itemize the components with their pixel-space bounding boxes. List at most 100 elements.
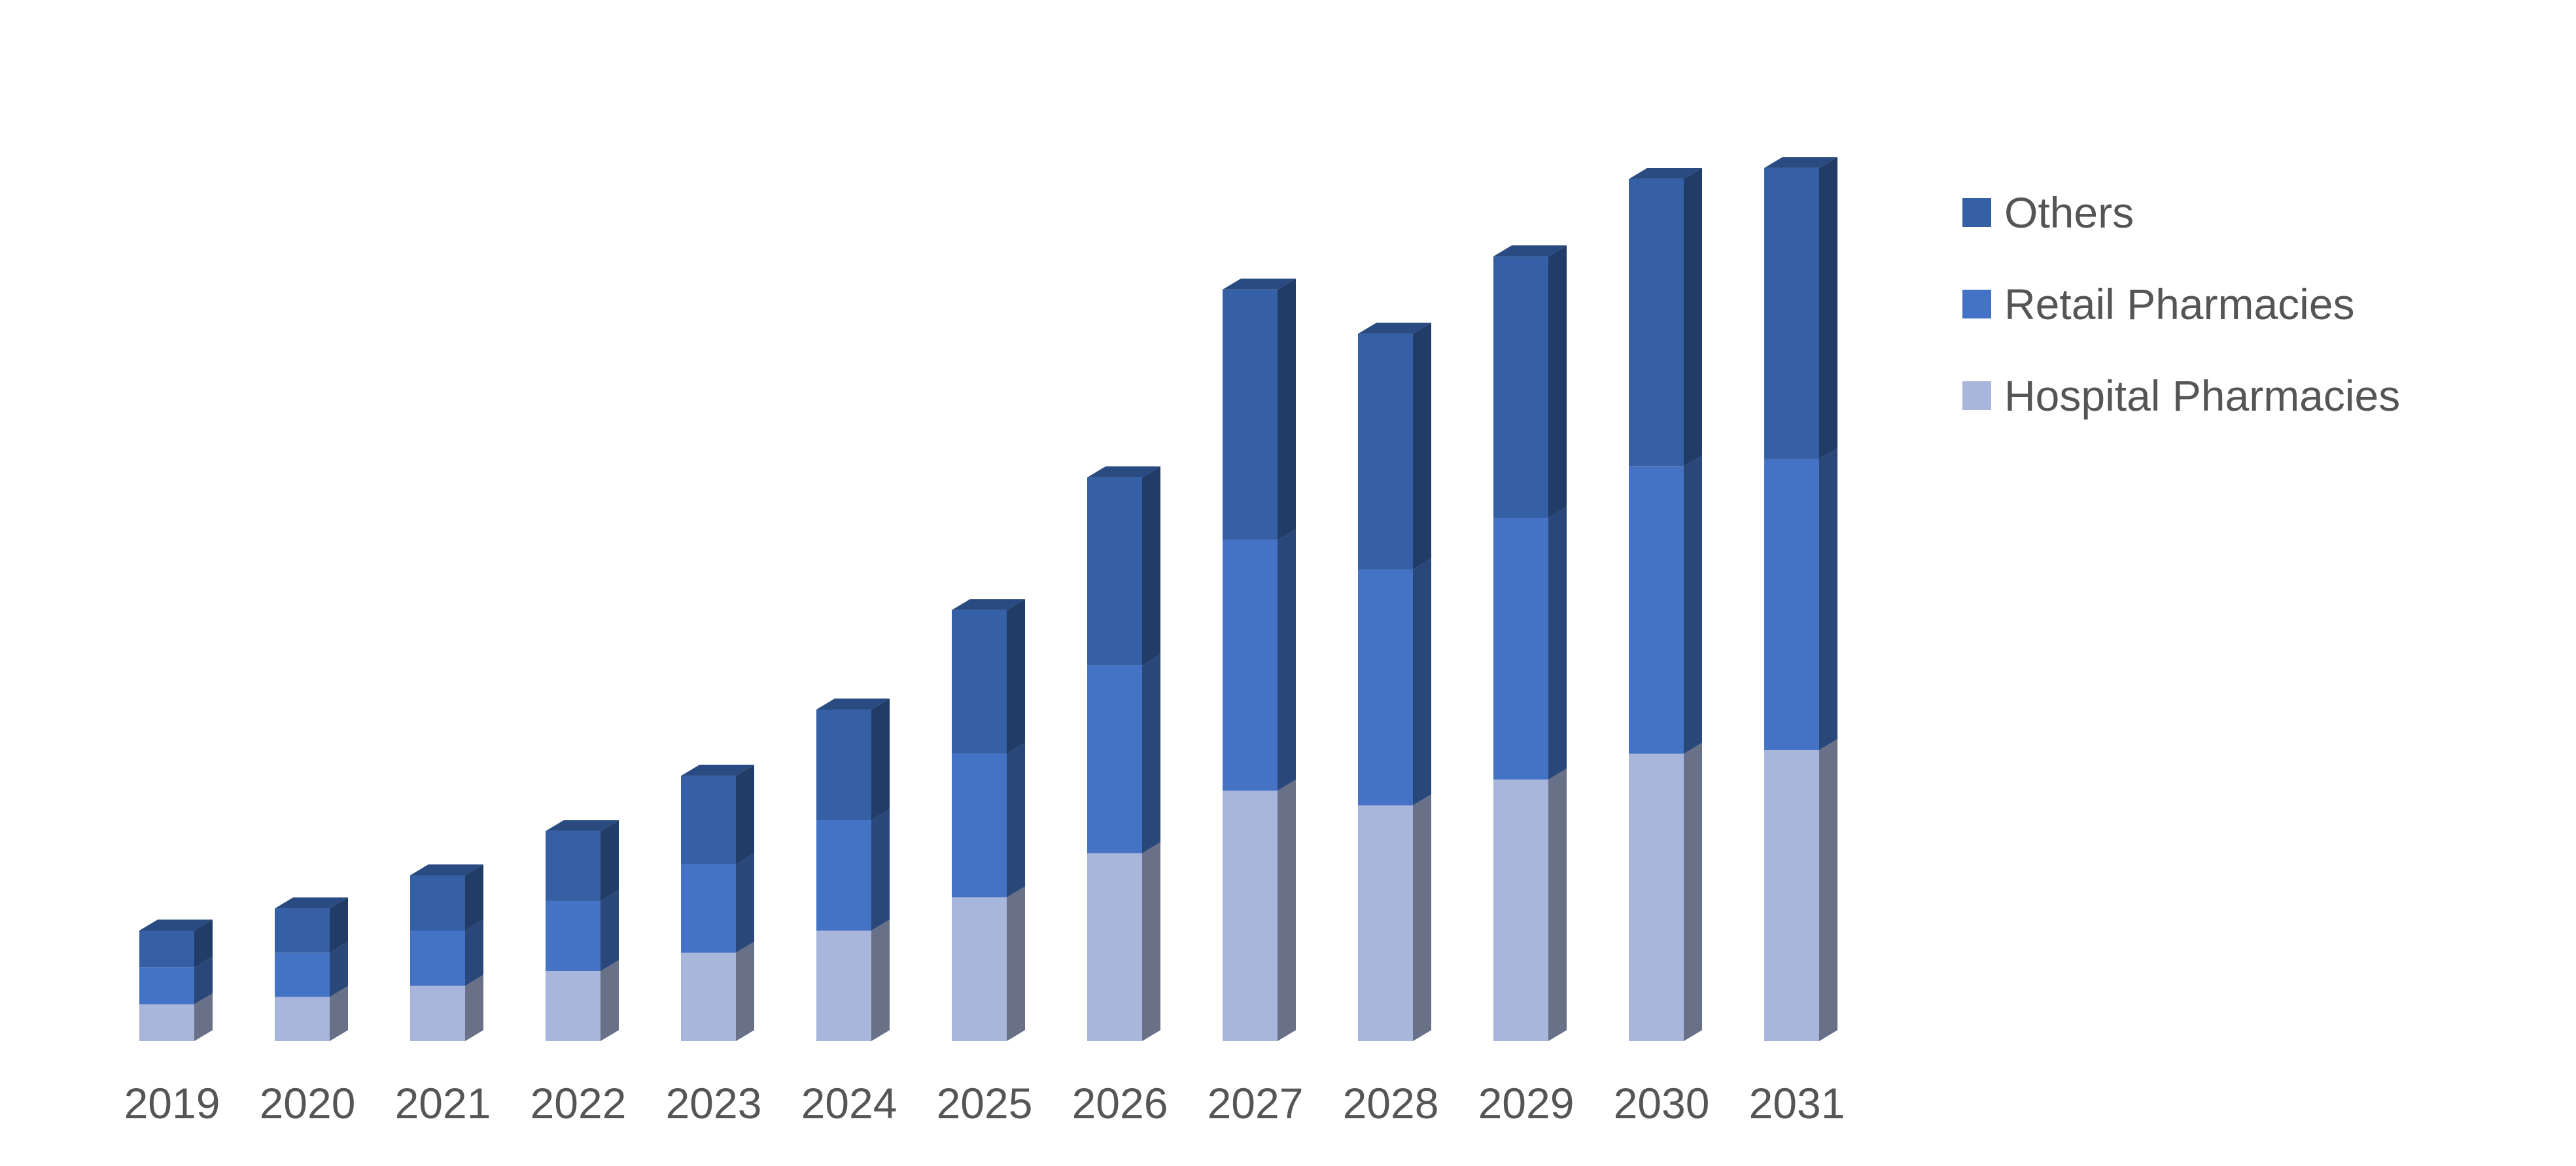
bar-retail-pharmacies-2024 — [816, 820, 871, 931]
legend-swatch-retail-pharmacies — [1962, 290, 1991, 318]
bar-retail-pharmacies-2023 — [681, 864, 736, 953]
bar-hospital-pharmacies-2027 — [1223, 790, 1278, 1041]
bar-hospital-pharmacies-2025 — [952, 897, 1007, 1041]
bar-others-2031 — [1764, 167, 1819, 459]
legend-item-hospital-pharmacies: Hospital Pharmacies — [1962, 350, 2400, 441]
bar-hospital-pharmacies-2031 — [1764, 749, 1819, 1041]
bar-others-2022 — [546, 831, 600, 901]
legend-swatch-others — [1962, 198, 1991, 227]
bar-side-retail-pharmacies-2024 — [871, 809, 890, 931]
bar-others-2026 — [1087, 477, 1142, 666]
bar-side-retail-pharmacies-2019 — [194, 956, 213, 1004]
x-tick-label-2023: 2023 — [666, 1079, 762, 1127]
bar-group-2019 — [139, 919, 213, 1041]
bar-side-retail-pharmacies-2023 — [736, 853, 754, 953]
bar-retail-pharmacies-2031 — [1764, 458, 1819, 750]
bar-hospital-pharmacies-2024 — [816, 931, 871, 1041]
bar-top-others-2021 — [410, 864, 483, 876]
x-tick-label-2029: 2029 — [1478, 1079, 1575, 1127]
bar-hospital-pharmacies-2029 — [1493, 780, 1548, 1041]
bar-group-2020 — [275, 897, 348, 1041]
bar-retail-pharmacies-2026 — [1087, 665, 1142, 853]
bar-others-2020 — [275, 908, 330, 953]
bar-hospital-pharmacies-2026 — [1087, 853, 1142, 1041]
bar-side-others-2023 — [736, 764, 754, 865]
bar-hospital-pharmacies-2019 — [139, 1004, 194, 1041]
x-tick-label-2024: 2024 — [801, 1079, 897, 1127]
bar-top-others-2023 — [681, 764, 754, 776]
bar-side-others-2027 — [1278, 279, 1296, 540]
bar-others-2030 — [1629, 179, 1684, 467]
bar-side-retail-pharmacies-2030 — [1684, 455, 1702, 754]
bar-group-2031 — [1764, 157, 1837, 1041]
x-tick-label-2030: 2030 — [1614, 1079, 1710, 1127]
bar-group-2023 — [681, 764, 754, 1041]
bar-group-2022 — [546, 820, 619, 1041]
bar-side-others-2022 — [600, 820, 619, 901]
bar-top-others-2029 — [1493, 245, 1567, 257]
bar-group-2027 — [1223, 279, 1296, 1041]
bar-retail-pharmacies-2025 — [952, 753, 1007, 898]
legend-item-others: Others — [1962, 167, 2400, 258]
bar-group-2026 — [1087, 466, 1160, 1041]
bar-group-2025 — [952, 599, 1025, 1041]
chart-legend: Others Retail Pharmacies Hospital Pharma… — [1962, 167, 2400, 441]
bar-side-hospital-pharmacies-2031 — [1819, 739, 1837, 1041]
bar-hospital-pharmacies-2021 — [410, 986, 465, 1041]
bar-top-others-2026 — [1087, 466, 1160, 478]
bar-retail-pharmacies-2020 — [275, 952, 330, 997]
x-tick-label-2028: 2028 — [1343, 1079, 1439, 1127]
bar-retail-pharmacies-2028 — [1358, 569, 1413, 806]
bar-hospital-pharmacies-2030 — [1629, 753, 1684, 1041]
x-tick-label-2027: 2027 — [1208, 1079, 1304, 1127]
x-tick-label-2020: 2020 — [260, 1079, 356, 1127]
legend-item-retail-pharmacies: Retail Pharmacies — [1962, 258, 2400, 350]
bar-side-retail-pharmacies-2022 — [600, 890, 619, 971]
bar-side-retail-pharmacies-2021 — [465, 919, 483, 986]
bar-side-others-2028 — [1413, 322, 1431, 570]
bar-side-others-2029 — [1548, 245, 1567, 519]
bar-side-retail-pharmacies-2025 — [1007, 742, 1025, 898]
bar-side-hospital-pharmacies-2025 — [1007, 886, 1025, 1041]
bar-side-retail-pharmacies-2027 — [1278, 529, 1296, 791]
x-tick-label-2031: 2031 — [1749, 1079, 1845, 1127]
bar-side-hospital-pharmacies-2030 — [1684, 742, 1702, 1041]
bar-group-2024 — [816, 698, 890, 1041]
bar-group-2021 — [410, 864, 483, 1041]
bar-top-others-2022 — [546, 820, 619, 831]
bar-top-others-2030 — [1629, 168, 1702, 179]
bar-side-others-2024 — [871, 698, 890, 820]
bar-side-hospital-pharmacies-2024 — [871, 919, 890, 1041]
bar-others-2028 — [1358, 334, 1413, 570]
bar-top-others-2031 — [1764, 157, 1837, 168]
bar-side-hospital-pharmacies-2029 — [1548, 768, 1567, 1041]
bar-top-others-2019 — [139, 919, 213, 931]
bar-top-others-2020 — [275, 897, 348, 909]
x-tick-label-2025: 2025 — [937, 1079, 1033, 1127]
bar-side-retail-pharmacies-2026 — [1142, 654, 1160, 853]
bar-retail-pharmacies-2021 — [410, 931, 465, 986]
bar-hospital-pharmacies-2028 — [1358, 805, 1413, 1041]
bar-side-retail-pharmacies-2028 — [1413, 558, 1431, 806]
bar-side-hospital-pharmacies-2022 — [600, 960, 619, 1041]
bar-side-others-2019 — [194, 919, 213, 968]
bar-side-hospital-pharmacies-2028 — [1413, 794, 1431, 1041]
legend-label-retail-pharmacies: Retail Pharmacies — [2004, 280, 2355, 328]
bar-group-2028 — [1358, 322, 1431, 1041]
bar-side-others-2025 — [1007, 599, 1025, 754]
bar-top-others-2025 — [952, 599, 1025, 610]
bar-top-others-2027 — [1223, 279, 1296, 290]
bar-side-hospital-pharmacies-2027 — [1278, 780, 1296, 1041]
bar-side-hospital-pharmacies-2021 — [465, 974, 483, 1041]
bar-side-hospital-pharmacies-2019 — [194, 993, 213, 1041]
bar-side-others-2021 — [465, 864, 483, 931]
bar-side-hospital-pharmacies-2023 — [736, 942, 754, 1041]
bar-hospital-pharmacies-2020 — [275, 997, 330, 1041]
x-tick-label-2019: 2019 — [124, 1079, 220, 1127]
bar-side-others-2031 — [1819, 157, 1837, 459]
bar-side-hospital-pharmacies-2020 — [330, 986, 348, 1041]
bar-group-2029 — [1493, 245, 1567, 1041]
bar-hospital-pharmacies-2023 — [681, 952, 736, 1041]
bar-others-2029 — [1493, 256, 1548, 519]
